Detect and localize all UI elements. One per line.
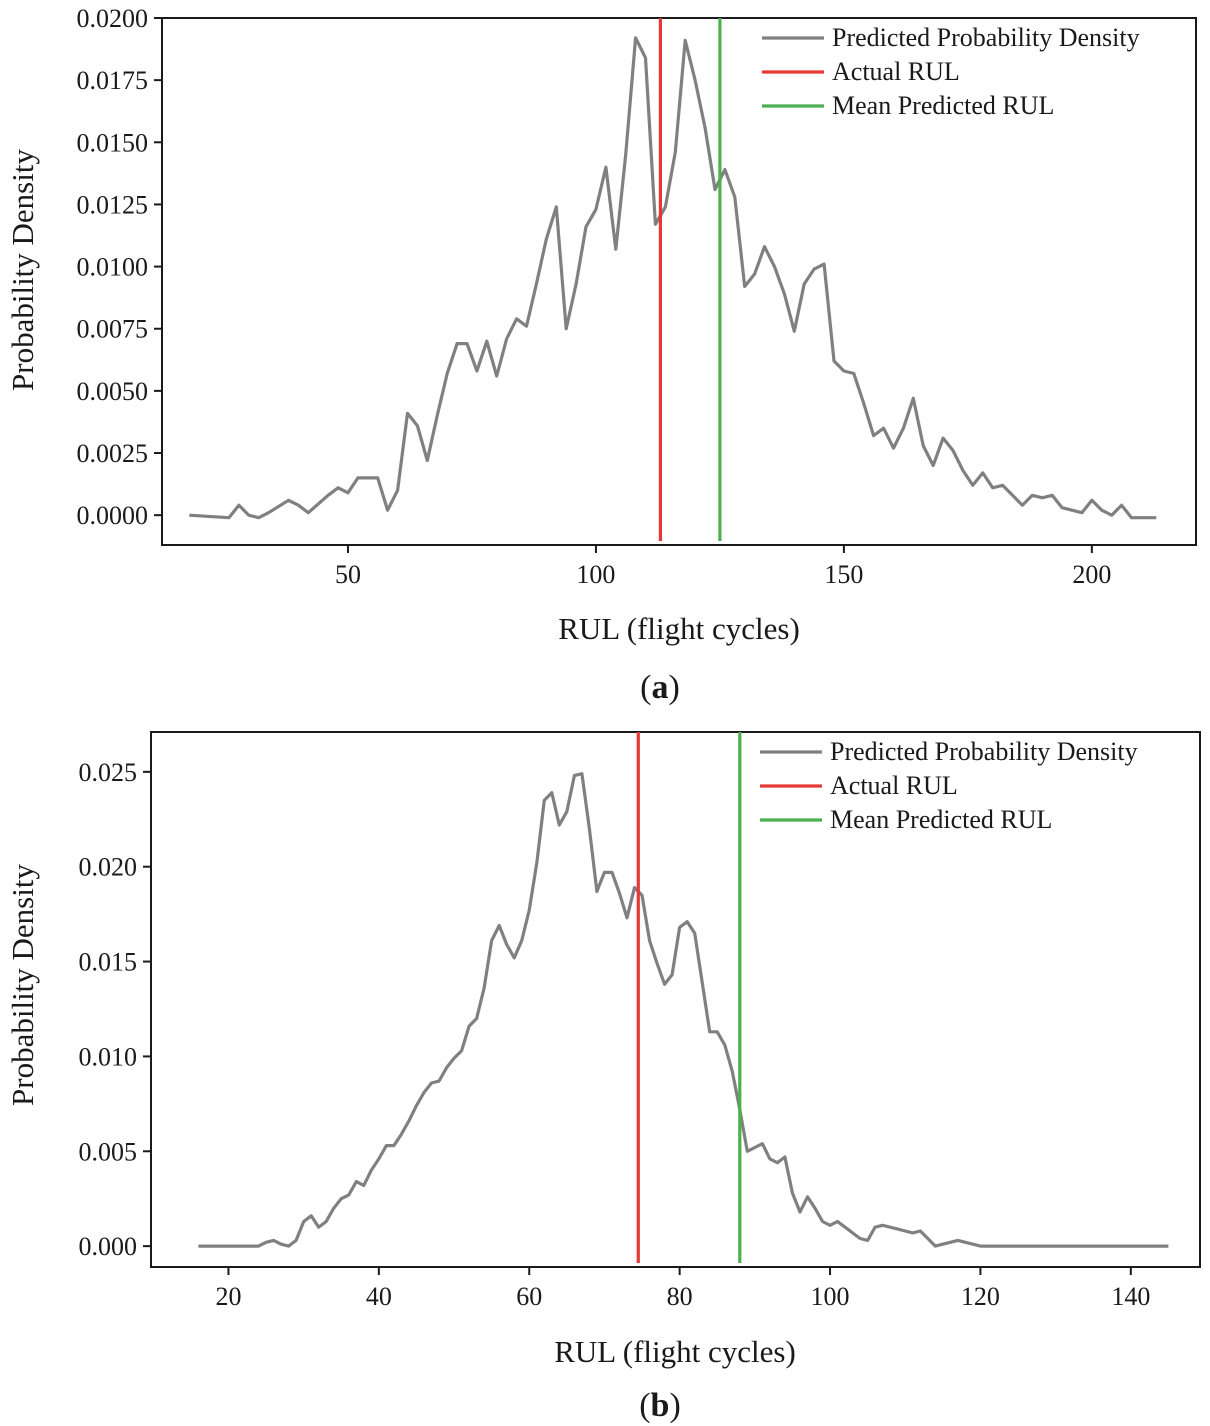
y-tick-label-b: 0.005 [79,1137,138,1166]
x-tick-label-a: 150 [824,560,863,589]
legend-density-label-a: Predicted Probability Density [832,23,1140,52]
plot-frame-a [161,17,1197,546]
legend-actual-rul-label-b: Actual RUL [830,771,958,800]
y-tick-label-b: 0.020 [79,853,138,882]
y-tick-label-a: 0.0100 [77,253,149,282]
legend-mean-predicted-rul-label-a: Mean Predicted RUL [832,91,1054,120]
x-tick-label-a: 200 [1072,560,1111,589]
y-tick-label-a: 0.0200 [77,4,149,33]
panel-letter-b: b [651,1387,670,1424]
y-tick-label-b: 0.025 [79,758,138,787]
y-tick-label-a: 0.0025 [77,439,149,468]
reference-lines-b [636,732,742,1263]
x-tick-label-b: 100 [811,1282,850,1311]
series-group-a [189,36,1157,520]
y-tick-label-a: 0.0175 [77,66,149,95]
legend-b: Predicted Probability Density Actual RUL M… [760,737,1138,834]
chart-panel-a: 0.0000 0.0025 0.0050 0.0075 0.0100 0.0125 0.01… [5,4,1197,706]
x-tick-label-b: 40 [366,1282,392,1311]
x-tick-label-b: 20 [215,1282,241,1311]
x-tick-label-b: 60 [516,1282,542,1311]
series-group-b [198,772,1169,1248]
x-tick-label-b: 80 [667,1282,693,1311]
x-tick-label-b: 140 [1111,1282,1150,1311]
y-tick-label-b: 0.000 [79,1232,138,1261]
density-series-line-b [198,772,1169,1248]
chart-panel-b: 0.000 0.005 0.010 0.015 0.020 0.025 20 40 60 80 1… [5,731,1201,1424]
panel-label-b: (b) [639,1387,681,1424]
x-axis-label-b: RUL (flight cycles) [554,1334,796,1369]
y-axis-label-a: Probability Density [5,149,40,391]
x-axis-b: 20 40 60 80 100 120 140 [215,1267,1150,1311]
y-tick-label-a: 0.0075 [77,315,149,344]
density-series-line-a [189,36,1157,520]
x-axis-a: 50 100 150 200 [335,545,1111,589]
y-tick-label-b: 0.015 [79,948,138,977]
y-tick-label-a: 0.0050 [77,377,149,406]
legend-density-label-b: Predicted Probability Density [830,737,1138,766]
x-axis-label-a: RUL (flight cycles) [558,611,800,646]
legend-actual-rul-label-a: Actual RUL [832,57,960,86]
y-axis-a: 0.0000 0.0025 0.0050 0.0075 0.0100 0.0125 0.01… [77,4,162,530]
y-axis-b: 0.000 0.005 0.010 0.015 0.020 0.025 [79,758,151,1261]
x-tick-label-b: 120 [961,1282,1000,1311]
x-tick-label-a: 100 [576,560,615,589]
panel-label-a: (a) [640,669,680,706]
legend-mean-predicted-rul-label-b: Mean Predicted RUL [830,805,1052,834]
panel-letter-a: a [652,669,669,706]
y-tick-label-a: 0.0125 [77,190,149,219]
x-tick-label-a: 50 [335,560,361,589]
y-tick-label-a: 0.0150 [77,128,149,157]
plot-frame-b [150,731,1201,1268]
reference-lines-a [658,18,722,541]
y-axis-label-b: Probability Density [5,864,40,1106]
y-tick-label-b: 0.010 [79,1042,138,1071]
legend-a: Predicted Probability Density Actual RUL M… [762,23,1140,120]
y-tick-label-a: 0.0000 [77,501,149,530]
